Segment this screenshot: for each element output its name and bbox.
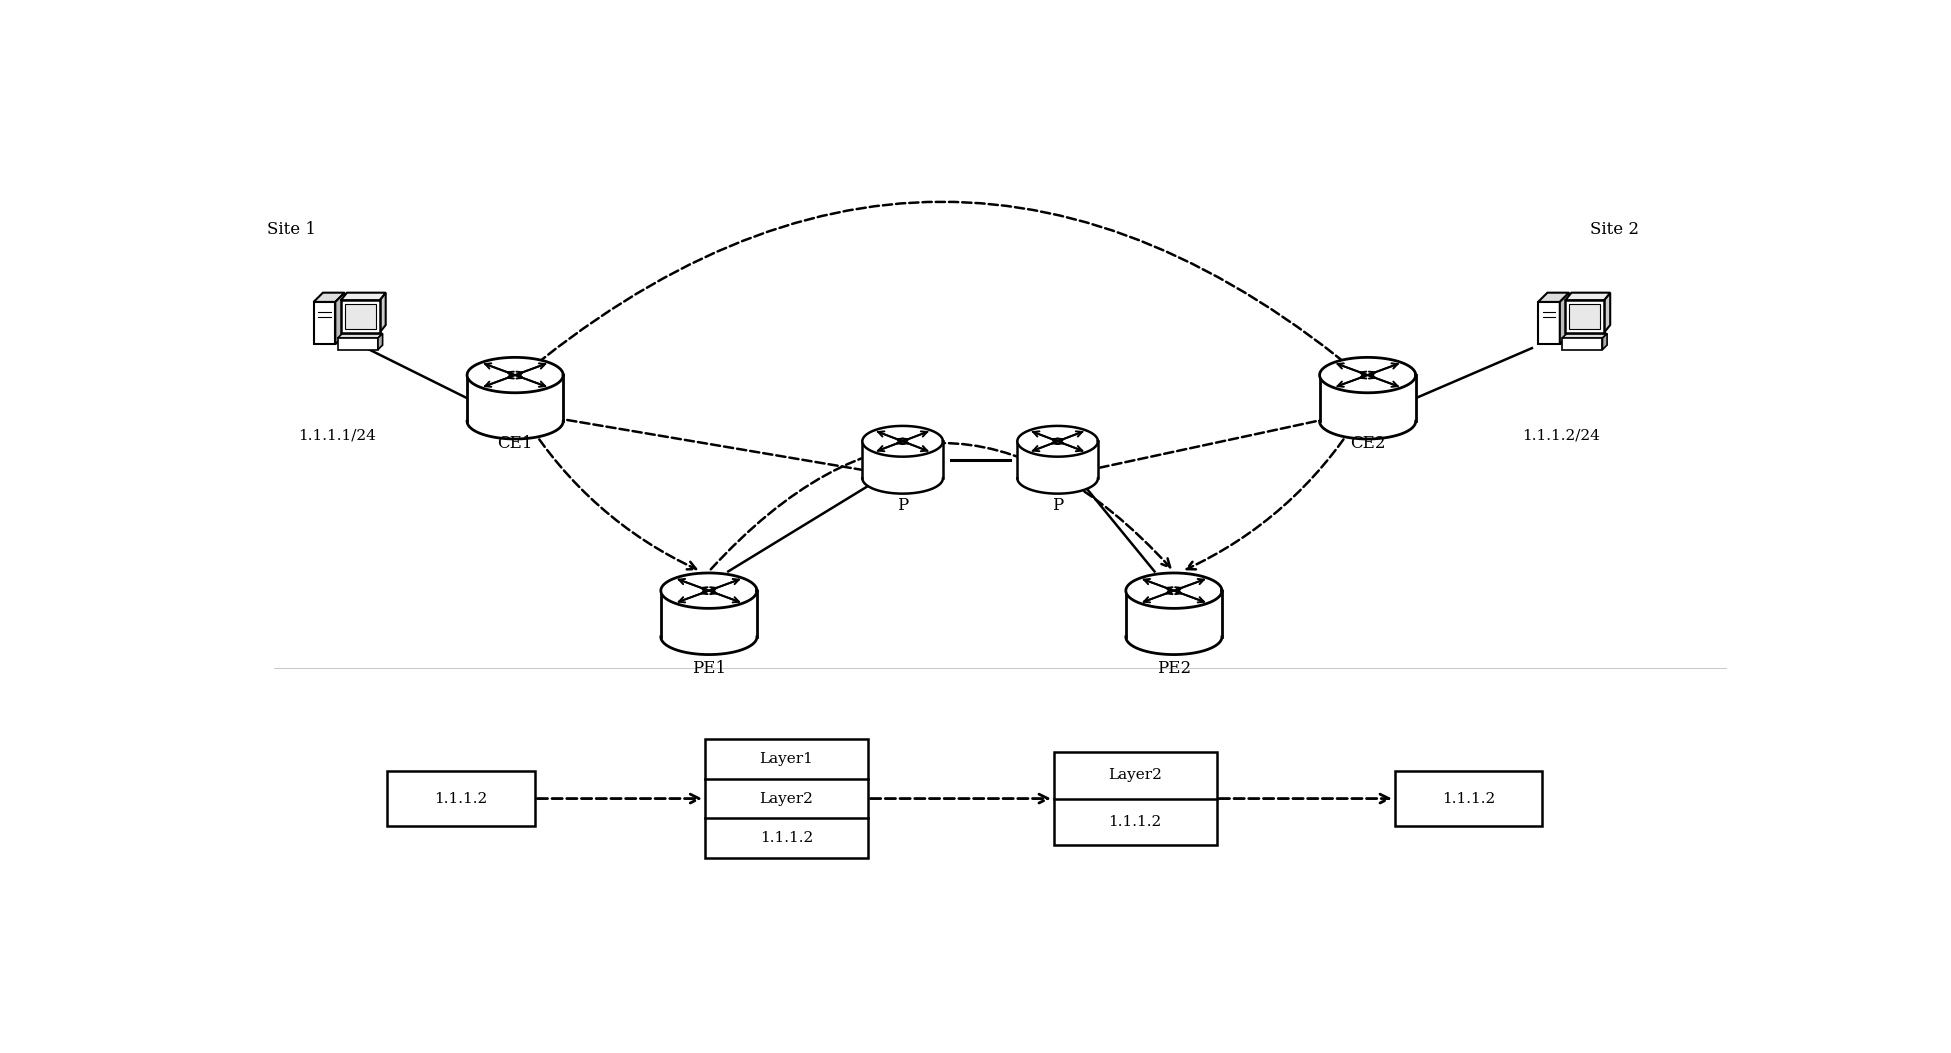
FancyBboxPatch shape (1054, 753, 1217, 845)
Polygon shape (1126, 573, 1221, 609)
Polygon shape (1537, 293, 1569, 302)
Polygon shape (1319, 375, 1416, 421)
Text: 1.1.1.2: 1.1.1.2 (1108, 815, 1161, 829)
Text: 1.1.1.2: 1.1.1.2 (1442, 792, 1494, 806)
Polygon shape (1604, 293, 1610, 333)
Text: P: P (897, 497, 909, 514)
Polygon shape (862, 441, 942, 478)
Polygon shape (466, 375, 564, 421)
Polygon shape (862, 425, 942, 457)
Text: CE2: CE2 (1350, 435, 1385, 452)
Polygon shape (1319, 421, 1416, 439)
Polygon shape (1565, 300, 1604, 333)
Polygon shape (341, 300, 380, 333)
FancyBboxPatch shape (1395, 771, 1541, 827)
Text: Site 2: Site 2 (1590, 221, 1639, 238)
Polygon shape (1563, 334, 1608, 338)
Polygon shape (1016, 425, 1098, 457)
Text: Layer2: Layer2 (1108, 769, 1163, 782)
Text: PE2: PE2 (1157, 660, 1190, 677)
Polygon shape (1537, 302, 1561, 344)
Polygon shape (1602, 334, 1608, 350)
Polygon shape (1561, 293, 1569, 344)
Polygon shape (661, 573, 757, 609)
Polygon shape (1319, 357, 1416, 393)
Text: CE1: CE1 (498, 435, 533, 452)
Polygon shape (314, 293, 345, 302)
Text: 1.1.1.2: 1.1.1.2 (759, 832, 814, 846)
Polygon shape (1016, 478, 1098, 494)
Polygon shape (862, 478, 942, 494)
FancyBboxPatch shape (704, 739, 868, 858)
Polygon shape (661, 637, 757, 655)
Text: Layer2: Layer2 (759, 792, 814, 806)
Polygon shape (1016, 441, 1098, 478)
Polygon shape (1563, 338, 1602, 350)
Polygon shape (314, 302, 336, 344)
Text: 1.1.1.2: 1.1.1.2 (435, 792, 488, 806)
Polygon shape (378, 334, 382, 350)
Polygon shape (1126, 637, 1221, 655)
Text: Site 1: Site 1 (267, 221, 316, 238)
Polygon shape (338, 334, 382, 338)
Polygon shape (338, 338, 378, 350)
Polygon shape (661, 591, 757, 637)
Text: 1.1.1.1/24: 1.1.1.1/24 (299, 429, 377, 443)
FancyBboxPatch shape (386, 771, 535, 827)
Polygon shape (341, 293, 386, 300)
Polygon shape (1565, 293, 1610, 300)
Polygon shape (466, 357, 564, 393)
Polygon shape (336, 293, 345, 344)
Polygon shape (1126, 591, 1221, 637)
Text: PE1: PE1 (693, 660, 726, 677)
Text: 1.1.1.2/24: 1.1.1.2/24 (1522, 429, 1600, 443)
Polygon shape (345, 304, 377, 329)
Polygon shape (1569, 304, 1600, 329)
Text: Layer1: Layer1 (759, 752, 814, 766)
Text: P: P (1052, 497, 1063, 514)
Polygon shape (466, 421, 564, 439)
Polygon shape (380, 293, 386, 333)
